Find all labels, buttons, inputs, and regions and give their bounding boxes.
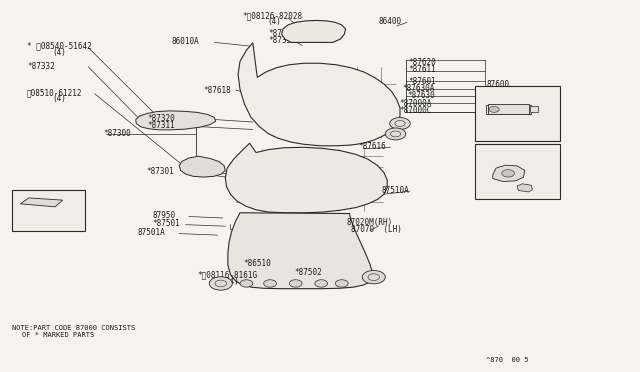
Text: *87000A: *87000A bbox=[399, 99, 432, 108]
Text: (4): (4) bbox=[52, 48, 67, 57]
Text: *87301: *87301 bbox=[146, 167, 173, 176]
Circle shape bbox=[489, 106, 499, 112]
Polygon shape bbox=[136, 111, 216, 130]
Text: *87630: *87630 bbox=[407, 92, 435, 100]
Text: USA: USA bbox=[480, 146, 494, 155]
Text: *87620: *87620 bbox=[408, 58, 436, 67]
Text: *87332: *87332 bbox=[27, 62, 54, 71]
Text: *86510: *86510 bbox=[243, 259, 271, 268]
Text: (4): (4) bbox=[225, 277, 239, 286]
Text: *87616: *87616 bbox=[358, 142, 386, 151]
Polygon shape bbox=[225, 143, 387, 213]
Text: OF * MARKED PARTS: OF * MARKED PARTS bbox=[22, 332, 94, 338]
Polygon shape bbox=[20, 198, 63, 207]
Text: (4): (4) bbox=[52, 94, 67, 103]
FancyBboxPatch shape bbox=[476, 144, 560, 199]
Text: *87502: *87502 bbox=[294, 268, 322, 277]
Text: *⒲08116-8161G: *⒲08116-8161G bbox=[197, 271, 257, 280]
Text: ^870  00 5: ^870 00 5 bbox=[486, 357, 529, 363]
Text: *87618: *87618 bbox=[204, 86, 231, 94]
Circle shape bbox=[385, 128, 406, 140]
Circle shape bbox=[264, 280, 276, 287]
Text: *87300: *87300 bbox=[104, 129, 131, 138]
Circle shape bbox=[289, 280, 302, 287]
Text: 87016: 87016 bbox=[484, 91, 507, 100]
Polygon shape bbox=[179, 156, 225, 177]
Circle shape bbox=[240, 280, 253, 287]
Text: ⒩08510-61212: ⒩08510-61212 bbox=[27, 89, 83, 97]
Text: 87950: 87950 bbox=[152, 211, 175, 220]
Text: *87320: *87320 bbox=[147, 114, 175, 123]
Text: 87070  (LH): 87070 (LH) bbox=[351, 225, 401, 234]
Text: NOTE:PART CODE 87000 CONSISTS: NOTE:PART CODE 87000 CONSISTS bbox=[12, 325, 135, 331]
Text: *24252: *24252 bbox=[14, 213, 42, 222]
Text: 86400: 86400 bbox=[379, 17, 402, 26]
Text: 86010A: 86010A bbox=[172, 37, 199, 46]
Circle shape bbox=[335, 280, 348, 287]
Text: 87600: 87600 bbox=[486, 80, 509, 89]
Circle shape bbox=[502, 170, 515, 177]
Circle shape bbox=[390, 118, 410, 129]
Text: *87501: *87501 bbox=[152, 219, 180, 228]
Text: (4): (4) bbox=[268, 17, 282, 26]
Text: *87611: *87611 bbox=[408, 65, 436, 74]
Polygon shape bbox=[488, 104, 529, 114]
Text: *87630A: *87630A bbox=[402, 84, 435, 93]
Text: *87000C: *87000C bbox=[399, 106, 432, 115]
Text: *87401: *87401 bbox=[269, 29, 296, 38]
Polygon shape bbox=[517, 184, 532, 192]
Polygon shape bbox=[238, 43, 400, 146]
Text: * ⒩08540-51642: * ⒩08540-51642 bbox=[27, 42, 92, 51]
Text: 87510A: 87510A bbox=[381, 186, 409, 195]
Text: 87020M(RH): 87020M(RH) bbox=[347, 218, 393, 227]
FancyBboxPatch shape bbox=[12, 190, 85, 231]
Text: *⒲08126-82028: *⒲08126-82028 bbox=[242, 11, 302, 20]
Text: *87333: *87333 bbox=[269, 36, 296, 45]
Circle shape bbox=[315, 280, 328, 287]
Polygon shape bbox=[228, 213, 372, 289]
FancyBboxPatch shape bbox=[476, 86, 560, 141]
Polygon shape bbox=[282, 20, 346, 42]
Circle shape bbox=[362, 270, 385, 284]
Text: 87654A: 87654A bbox=[481, 158, 509, 167]
Text: *87601: *87601 bbox=[408, 77, 436, 86]
Polygon shape bbox=[530, 106, 538, 112]
Polygon shape bbox=[493, 165, 525, 182]
Text: *87311: *87311 bbox=[147, 121, 175, 130]
Text: 87501A: 87501A bbox=[138, 228, 165, 237]
Circle shape bbox=[209, 277, 232, 290]
